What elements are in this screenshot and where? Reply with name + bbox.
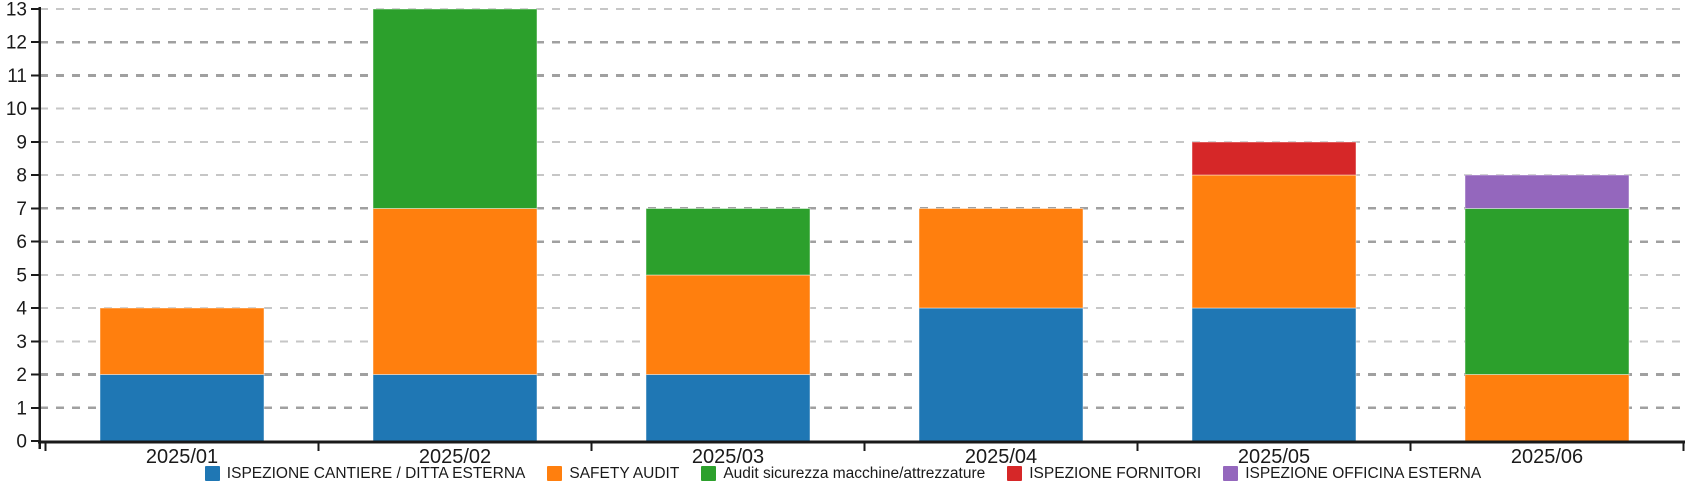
legend-label: ISPEZIONE CANTIERE / DITTA ESTERNA xyxy=(226,465,526,482)
legend-swatch-icon xyxy=(1223,466,1239,482)
bar-segment[interactable] xyxy=(1464,374,1630,442)
y-tick-label: 12 xyxy=(6,33,27,54)
legend-label: ISPEZIONE FORNITORI xyxy=(1029,465,1202,482)
legend-swatch-icon xyxy=(547,466,563,482)
bar-segment[interactable] xyxy=(1464,207,1630,376)
legend-item[interactable]: ISPEZIONE FORNITORI xyxy=(1007,466,1201,482)
legend-label: SAFETY AUDIT xyxy=(569,465,680,482)
legend-item[interactable]: Audit sicurezza macchine/attrezzature xyxy=(701,466,985,482)
bar-segment[interactable] xyxy=(99,307,265,376)
y-tick-label: 8 xyxy=(16,166,27,187)
y-tick-label: 5 xyxy=(16,265,27,286)
bar-segment[interactable] xyxy=(645,274,811,376)
bar-segment[interactable] xyxy=(918,307,1084,442)
y-tick-label: 1 xyxy=(16,398,27,419)
x-tick-label: 2025/05 xyxy=(1238,446,1310,468)
legend-item[interactable]: SAFETY AUDIT xyxy=(547,466,679,482)
bar-segment[interactable] xyxy=(645,207,811,276)
x-tick-label: 2025/03 xyxy=(692,446,764,468)
y-tick-label: 7 xyxy=(16,199,27,220)
bar-segment[interactable] xyxy=(1191,174,1357,309)
chart-legend: ISPEZIONE CANTIERE / DITTA ESTERNA SAFETY… xyxy=(0,466,1686,482)
legend-label: Audit sicurezza macchine/attrezzature xyxy=(723,465,986,482)
legend-item[interactable]: ISPEZIONE CANTIERE / DITTA ESTERNA xyxy=(204,465,526,482)
y-tick-label: 9 xyxy=(16,132,27,153)
y-tick-label: 6 xyxy=(16,232,27,253)
bar-segment[interactable] xyxy=(372,207,538,376)
x-tick-label: 2025/02 xyxy=(419,446,491,468)
x-tick-label: 2025/04 xyxy=(965,446,1037,468)
legend-label: ISPEZIONE OFFICINA ESTERNA xyxy=(1245,465,1482,482)
bar-segment[interactable] xyxy=(99,374,265,442)
y-tick-label: 3 xyxy=(16,332,27,353)
x-tick-label: 2025/06 xyxy=(1511,446,1583,468)
legend-swatch-icon xyxy=(204,466,220,482)
bar-segment[interactable] xyxy=(372,374,538,442)
x-tick-label: 2025/01 xyxy=(146,446,218,468)
bar-segment[interactable] xyxy=(1191,307,1357,442)
bar-segment[interactable] xyxy=(372,8,538,209)
y-tick-label: 0 xyxy=(16,432,27,453)
legend-item[interactable]: ISPEZIONE OFFICINA ESTERNA xyxy=(1223,466,1481,482)
bar-segment[interactable] xyxy=(645,374,811,442)
bar-segment[interactable] xyxy=(1464,174,1630,209)
bar-segment[interactable] xyxy=(918,207,1084,309)
y-tick-label: 2 xyxy=(16,365,27,386)
y-tick-label: 11 xyxy=(7,66,27,87)
y-tick-label: 10 xyxy=(6,99,27,120)
y-tick-label: 13 xyxy=(6,0,27,21)
legend-swatch-icon xyxy=(701,466,717,482)
legend-swatch-icon xyxy=(1007,466,1023,482)
bar-segment[interactable] xyxy=(1191,141,1357,176)
y-tick-label: 4 xyxy=(16,299,27,320)
